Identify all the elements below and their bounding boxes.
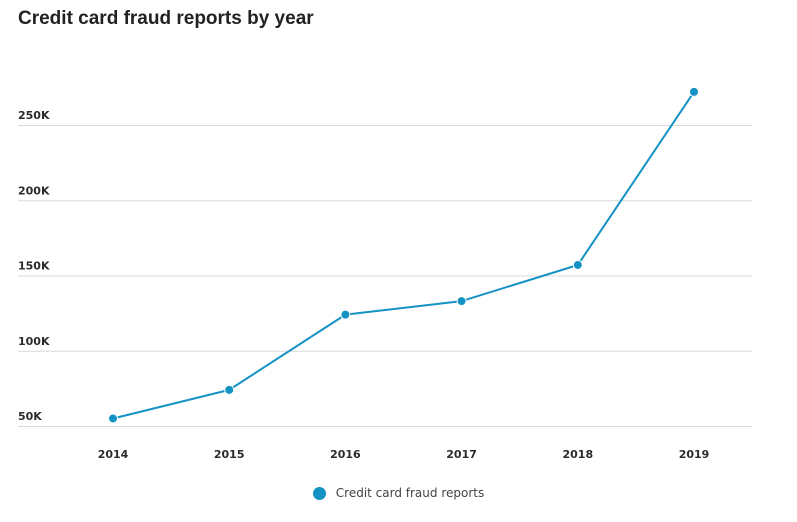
x-tick-label: 2018 [562, 448, 593, 461]
x-tick-label: 2019 [679, 448, 710, 461]
data-point[interactable] [224, 384, 235, 395]
line-chart: 50K 100K 150K 200K 250K 2014 2015 2016 2017 2018… [18, 86, 752, 461]
data-point[interactable] [108, 413, 118, 424]
x-tick-label: 2016 [330, 448, 361, 461]
data-point[interactable] [456, 296, 467, 307]
series-group [108, 86, 699, 424]
y-tick-label: 100K [18, 335, 50, 348]
legend-marker [312, 486, 326, 500]
y-tick-label: 150K [18, 260, 50, 273]
y-tick-label: 50K [18, 410, 42, 423]
x-tick-label: 2017 [446, 448, 477, 461]
x-axis-ticks: 2014 2015 2016 2017 2018 2019 [98, 448, 710, 461]
x-tick-label: 2015 [214, 448, 245, 461]
data-point[interactable] [340, 309, 351, 320]
data-point[interactable] [689, 86, 699, 97]
legend: Credit card fraud reports [0, 486, 797, 500]
x-tick-label: 2014 [98, 448, 129, 461]
chart-title: Credit card fraud reports by year [18, 8, 314, 29]
data-point[interactable] [572, 259, 583, 270]
y-tick-label: 200K [18, 184, 50, 197]
series-line [112, 91, 695, 420]
y-tick-label: 250K [18, 109, 50, 122]
grid-lines [18, 125, 752, 427]
y-axis-ticks: 50K 100K 150K 200K 250K [18, 109, 50, 423]
legend-label: Credit card fraud reports [335, 486, 485, 500]
